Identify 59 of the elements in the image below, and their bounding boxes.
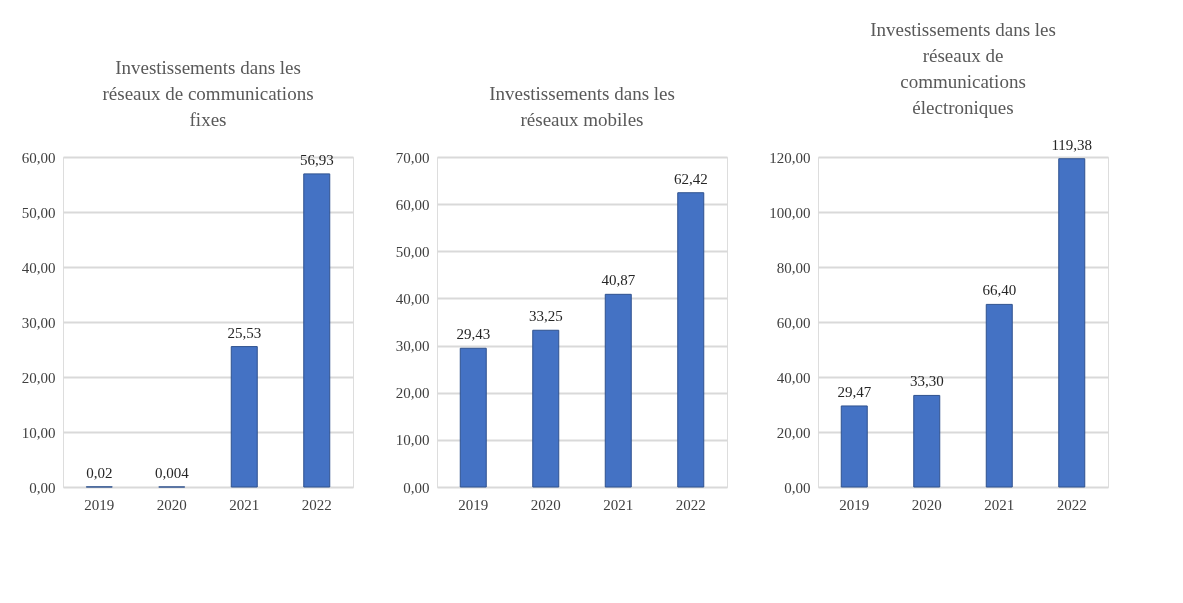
y-tick-label: 20,00 bbox=[776, 424, 811, 441]
x-tick-label: 2020 bbox=[911, 496, 942, 513]
y-tick-label: 50,00 bbox=[395, 243, 430, 260]
data-label: 40,87 bbox=[601, 272, 636, 289]
x-tick-label: 2020 bbox=[530, 496, 561, 513]
data-label: 25,53 bbox=[227, 324, 262, 341]
y-tick-label: 60,00 bbox=[21, 149, 56, 166]
data-label: 0,02 bbox=[86, 464, 113, 481]
y-tick-label: 0,00 bbox=[403, 479, 430, 496]
x-tick-label: 2021 bbox=[603, 496, 634, 513]
bar bbox=[985, 303, 1013, 488]
y-tick-label: 20,00 bbox=[395, 385, 430, 402]
data-label: 33,25 bbox=[528, 308, 563, 325]
y-tick-label: 50,00 bbox=[21, 204, 56, 221]
y-tick-label: 20,00 bbox=[21, 369, 56, 386]
y-tick-label: 80,00 bbox=[776, 259, 811, 276]
y-tick-label: 60,00 bbox=[395, 196, 430, 213]
data-label: 33,30 bbox=[909, 373, 944, 390]
data-label: 119,38 bbox=[1051, 136, 1093, 153]
y-tick-label: 100,00 bbox=[769, 204, 811, 221]
x-tick-label: 2019 bbox=[839, 496, 870, 513]
bar bbox=[459, 347, 487, 488]
chart-title: Investissements dans les réseaux de communications électroniques bbox=[870, 18, 1056, 118]
y-tick-label: 0,00 bbox=[29, 479, 56, 496]
y-tick-label: 40,00 bbox=[776, 369, 811, 386]
bar bbox=[677, 192, 705, 488]
x-tick-label: 2019 bbox=[84, 496, 115, 513]
x-tick-label: 2022 bbox=[1056, 496, 1087, 513]
y-tick-label: 30,00 bbox=[21, 314, 56, 331]
y-tick-label: 30,00 bbox=[395, 338, 430, 355]
x-tick-label: 2020 bbox=[156, 496, 187, 513]
y-tick-label: 120,00 bbox=[769, 149, 811, 166]
bar bbox=[230, 346, 258, 488]
y-tick-label: 60,00 bbox=[776, 314, 811, 331]
bar bbox=[913, 394, 941, 488]
chart-title: Investissements dans les réseaux de communications fixes bbox=[102, 57, 314, 130]
bar bbox=[604, 293, 632, 488]
data-label: 62,42 bbox=[673, 170, 708, 187]
y-tick-label: 10,00 bbox=[395, 432, 430, 449]
y-tick-label: 70,00 bbox=[395, 149, 430, 166]
x-tick-label: 2021 bbox=[229, 496, 260, 513]
data-label: 29,43 bbox=[456, 326, 491, 343]
data-label: 66,40 bbox=[982, 282, 1017, 299]
y-tick-label: 0,00 bbox=[784, 479, 811, 496]
bar bbox=[840, 405, 868, 488]
y-tick-label: 10,00 bbox=[21, 424, 56, 441]
bar bbox=[303, 173, 331, 488]
bar bbox=[1058, 158, 1086, 488]
chart-title: Investissements dans les réseaux mobiles bbox=[489, 83, 675, 130]
y-tick-label: 40,00 bbox=[21, 259, 56, 276]
data-label: 29,47 bbox=[837, 383, 872, 400]
x-tick-label: 2019 bbox=[458, 496, 489, 513]
data-label: 0,004 bbox=[154, 464, 190, 481]
x-tick-label: 2022 bbox=[301, 496, 332, 513]
data-label: 56,93 bbox=[299, 151, 334, 168]
x-tick-label: 2021 bbox=[984, 496, 1015, 513]
bar bbox=[532, 329, 560, 488]
y-tick-label: 40,00 bbox=[395, 290, 430, 307]
x-tick-label: 2022 bbox=[675, 496, 706, 513]
